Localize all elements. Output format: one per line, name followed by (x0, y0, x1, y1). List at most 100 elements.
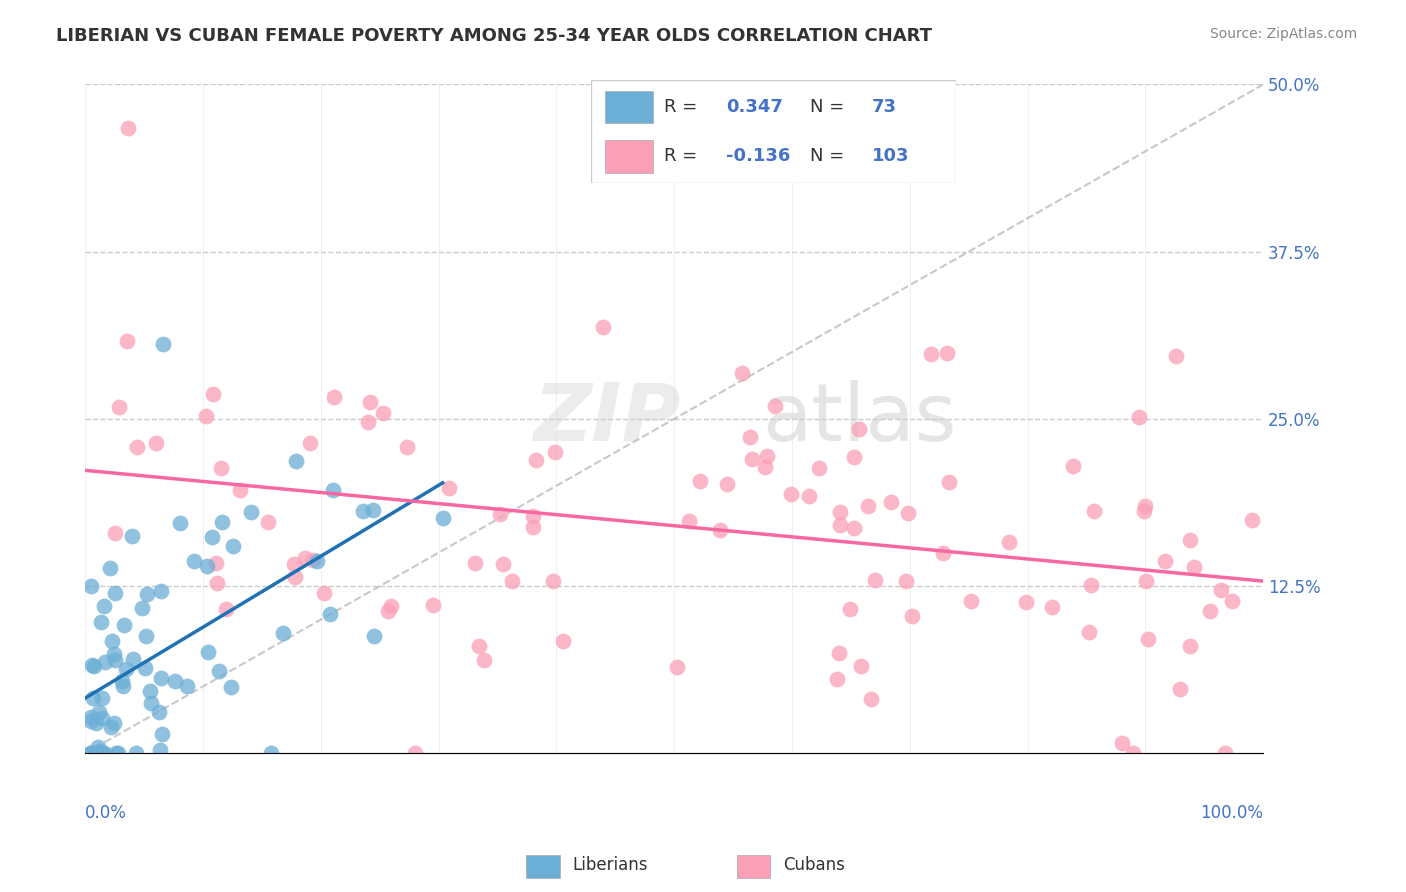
Point (323, 390, 346, 404)
Point (205, 576, 228, 591)
Point (149, 583, 172, 598)
Point (176, 679, 198, 693)
Point (544, 445, 567, 459)
Point (1213, 746, 1236, 760)
Point (741, 452, 763, 467)
Point (357, 415, 380, 429)
Point (755, 449, 778, 463)
Point (1122, 746, 1144, 760)
Point (1135, 574, 1157, 588)
Point (501, 574, 523, 588)
Point (839, 601, 862, 615)
Point (183, 553, 205, 567)
Point (464, 556, 486, 570)
Point (437, 481, 460, 495)
Point (491, 558, 513, 572)
Text: R =: R = (664, 147, 697, 165)
Point (1199, 604, 1222, 618)
Point (959, 594, 981, 608)
Point (1062, 458, 1084, 473)
Point (359, 395, 381, 409)
Point (363, 629, 385, 643)
Point (98, 561, 121, 575)
Point (100, 720, 122, 734)
Point (80, 579, 103, 593)
Point (284, 454, 307, 468)
Point (842, 521, 865, 535)
Point (80, 746, 103, 760)
Point (201, 530, 224, 544)
Point (104, 586, 127, 600)
Point (91, 691, 114, 706)
Point (121, 529, 143, 543)
Point (80, 746, 103, 760)
Point (1015, 595, 1038, 609)
Point (104, 525, 127, 540)
Point (101, 634, 124, 648)
Point (209, 460, 232, 475)
Point (920, 347, 942, 361)
Point (80, 746, 103, 760)
Point (352, 504, 374, 518)
Point (93, 746, 115, 760)
Point (935, 346, 957, 360)
Point (380, 599, 402, 613)
Text: Source: ZipAtlas.com: Source: ZipAtlas.com (1209, 27, 1357, 41)
Point (797, 489, 820, 503)
Text: N =: N = (810, 98, 844, 116)
Point (880, 494, 903, 508)
Point (851, 658, 873, 673)
Point (169, 516, 191, 530)
Point (195, 409, 218, 423)
Point (377, 604, 399, 618)
Point (1133, 500, 1156, 514)
Point (1133, 503, 1156, 517)
Point (1083, 504, 1105, 518)
Point (468, 639, 491, 653)
Point (302, 553, 325, 567)
Point (150, 671, 173, 685)
Point (716, 477, 738, 491)
Point (1170, 681, 1192, 696)
Point (780, 487, 803, 501)
Point (134, 660, 156, 674)
Point (145, 436, 167, 450)
Point (131, 601, 153, 615)
Text: 0.0%: 0.0% (86, 804, 127, 822)
Point (856, 500, 879, 514)
Point (763, 399, 786, 413)
Point (489, 508, 512, 522)
Point (395, 440, 418, 454)
Point (731, 366, 754, 380)
Point (152, 337, 174, 351)
Point (1184, 560, 1206, 574)
Point (827, 673, 849, 687)
Point (229, 483, 252, 498)
Point (205, 556, 228, 570)
Point (1080, 578, 1102, 592)
Point (863, 573, 886, 587)
Point (89, 705, 111, 719)
Point (371, 406, 394, 420)
Point (754, 460, 776, 475)
Point (197, 645, 219, 659)
Point (1154, 554, 1177, 568)
Point (830, 505, 852, 519)
Point (474, 653, 496, 667)
Text: 103: 103 (872, 147, 910, 165)
Point (404, 746, 426, 760)
Point (284, 569, 307, 583)
Point (104, 653, 127, 667)
FancyBboxPatch shape (605, 140, 652, 173)
Point (135, 587, 157, 601)
Point (82, 690, 104, 705)
Point (1137, 632, 1160, 646)
Point (105, 746, 128, 760)
Point (94, 655, 117, 669)
Point (256, 516, 278, 530)
Text: Liberians: Liberians (572, 856, 648, 874)
Point (271, 626, 294, 640)
Point (1220, 593, 1243, 607)
Text: LIBERIAN VS CUBAN FEMALE POVERTY AMONG 25-34 YEAR OLDS CORRELATION CHART: LIBERIAN VS CUBAN FEMALE POVERTY AMONG 2… (56, 27, 932, 45)
Point (80, 714, 103, 728)
